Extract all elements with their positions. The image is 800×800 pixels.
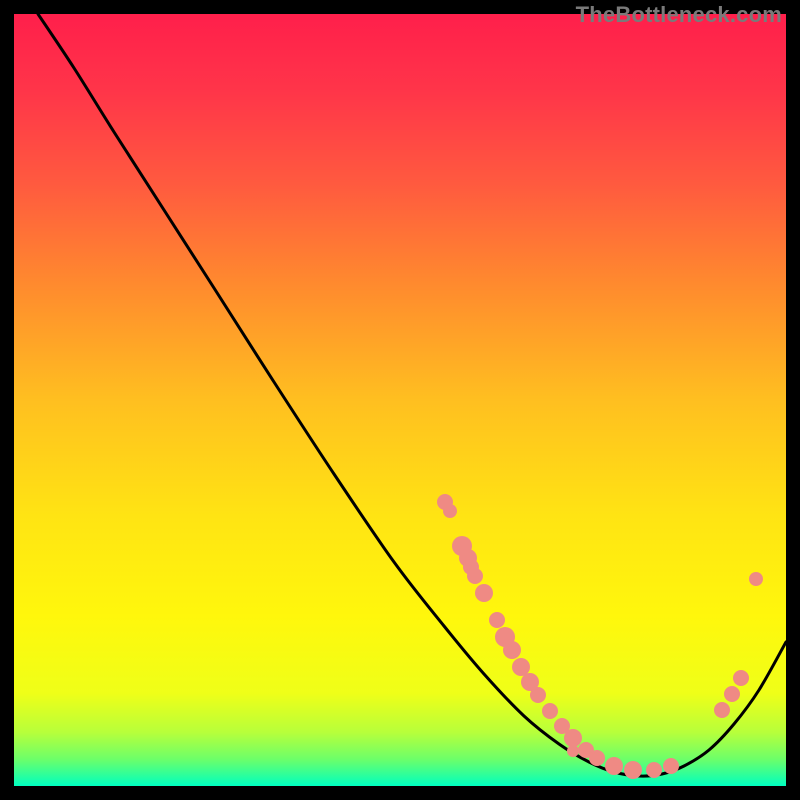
data-marker [567, 745, 579, 757]
data-marker [733, 670, 749, 686]
data-marker [724, 686, 740, 702]
watermark-text: TheBottleneck.com [576, 2, 782, 28]
chart-background [14, 14, 786, 786]
data-marker [475, 584, 493, 602]
data-marker [605, 757, 623, 775]
data-marker [589, 750, 605, 766]
data-marker [467, 568, 483, 584]
data-marker [530, 687, 546, 703]
data-marker [749, 572, 763, 586]
data-marker [489, 612, 505, 628]
data-marker [503, 641, 521, 659]
chart-frame [14, 14, 786, 786]
chart-svg [14, 14, 786, 786]
data-marker [663, 758, 679, 774]
data-marker [564, 729, 582, 747]
data-marker [542, 703, 558, 719]
data-marker [624, 761, 642, 779]
data-marker [646, 762, 662, 778]
data-marker [443, 504, 457, 518]
data-marker [714, 702, 730, 718]
data-marker [512, 658, 530, 676]
